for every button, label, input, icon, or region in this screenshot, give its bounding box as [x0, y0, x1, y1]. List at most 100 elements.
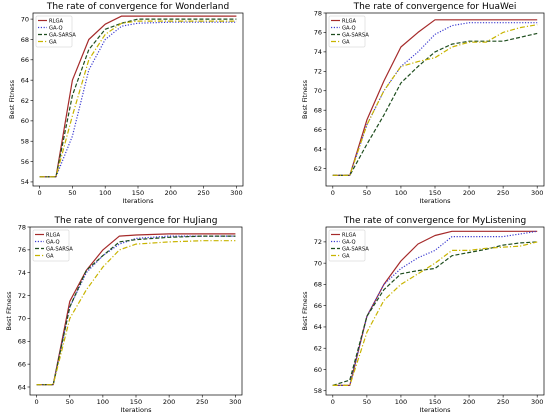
chart-title: The rate of convergence for HuaWei [353, 2, 517, 12]
y-tick-label: 60 [314, 366, 322, 374]
series-line-ga-sarsa [36, 235, 236, 386]
y-tick-label: 64 [314, 323, 322, 331]
y-tick-label: 62 [314, 345, 322, 353]
y-tick-label: 66 [18, 360, 26, 368]
legend-box [35, 15, 73, 48]
y-axis-label: Best Fitness [301, 79, 309, 119]
legend-entry: GA-Q [342, 25, 356, 31]
y-tick-label: 68 [18, 338, 26, 346]
x-tick-label: 300 [531, 398, 543, 406]
y-tick-label: 66 [314, 126, 322, 134]
chart-panel-mylistening: The rate of convergence for MyListening 0… [301, 216, 545, 414]
series-line-ga [332, 24, 538, 176]
y-tick-label: 56 [21, 158, 29, 166]
legend-entry: RLGA [46, 232, 61, 238]
series-line-ga-sarsa [332, 32, 538, 176]
x-tick-label: 200 [163, 398, 175, 406]
series-line-ga [39, 20, 237, 178]
y-tick-label: 64 [21, 76, 29, 84]
y-tick-label: 78 [18, 223, 26, 231]
x-tick-label: 150 [132, 189, 144, 197]
y-tick-label: 74 [314, 48, 322, 56]
legend-entry: RLGA [342, 18, 357, 24]
series-line-rlga [332, 19, 538, 176]
y-tick-label: 62 [21, 97, 29, 105]
x-tick-label: 300 [230, 189, 242, 197]
y-tick-label: 66 [314, 302, 322, 310]
x-axis-label: Iterations [123, 197, 155, 205]
y-tick-label: 78 [314, 9, 322, 17]
series-line-ga [332, 241, 538, 386]
y-tick-label: 60 [21, 117, 29, 125]
y-tick-label: 72 [314, 238, 322, 246]
legend-box [328, 229, 366, 262]
y-axis-label: Best Fitness [301, 291, 309, 331]
series-line-ga-q [39, 21, 237, 178]
y-tick-label: 70 [314, 259, 322, 267]
x-axis-label: Iterations [420, 197, 452, 205]
x-tick-label: 50 [68, 189, 76, 197]
x-tick-label: 150 [429, 398, 441, 406]
legend-entry: RLGA [342, 232, 357, 238]
x-tick-label: 250 [196, 398, 208, 406]
x-tick-label: 150 [130, 398, 142, 406]
y-tick-label: 68 [314, 281, 322, 289]
chart-title: The rate of convergence for Wonderland [46, 2, 229, 12]
y-tick-label: 66 [21, 56, 29, 64]
legend-entry: GA [46, 253, 54, 259]
y-tick-label: 74 [18, 269, 26, 277]
y-axis-label: Best Fitness [8, 79, 16, 119]
x-axis-label: Iterations [420, 406, 452, 414]
x-tick-label: 300 [229, 398, 241, 406]
series-line-ga-sarsa [39, 18, 237, 178]
x-tick-label: 300 [531, 189, 543, 197]
y-tick-label: 76 [314, 29, 322, 37]
y-tick-label: 62 [314, 165, 322, 173]
x-tick-label: 0 [331, 189, 335, 197]
y-tick-label: 54 [21, 178, 29, 186]
legend-entry: GA-Q [46, 239, 60, 245]
y-tick-label: 58 [314, 387, 322, 395]
x-tick-label: 250 [197, 189, 209, 197]
legend-entry: GA-SARSA [49, 32, 76, 38]
chart-panel-hujiang: The rate of convergence for HuJiang 0 50 10… [5, 216, 243, 414]
legend-entry: GA [342, 253, 350, 259]
legend-entry: GA-Q [342, 239, 356, 245]
y-tick-label: 64 [314, 145, 322, 153]
x-axis-label: Iterations [121, 406, 153, 414]
y-tick-label: 72 [314, 68, 322, 76]
series-line-ga-sarsa [332, 241, 538, 386]
y-tick-label: 70 [18, 315, 26, 323]
x-tick-label: 0 [331, 398, 335, 406]
x-tick-label: 100 [395, 398, 407, 406]
x-tick-label: 100 [97, 398, 109, 406]
legend-entry: RLGA [49, 18, 64, 24]
x-tick-label: 50 [363, 189, 371, 197]
legend-entry: GA-SARSA [342, 32, 369, 38]
x-tick-label: 50 [66, 398, 74, 406]
y-axis-label: Best Fitness [5, 291, 13, 331]
x-tick-label: 150 [429, 189, 441, 197]
x-tick-label: 0 [35, 398, 39, 406]
y-tick-label: 68 [21, 36, 29, 44]
legend-box [32, 229, 70, 262]
legend-entry: GA [49, 39, 57, 45]
y-tick-label: 58 [21, 138, 29, 146]
series-line-ga [36, 240, 236, 386]
x-tick-label: 250 [497, 398, 509, 406]
y-tick-label: 72 [18, 292, 26, 300]
x-tick-label: 100 [395, 189, 407, 197]
legend-entry: GA-Q [49, 25, 63, 31]
y-tick-label: 76 [18, 246, 26, 254]
x-tick-label: 250 [497, 189, 509, 197]
legend-box [328, 15, 366, 48]
legend-entry: GA [342, 39, 350, 45]
x-tick-label: 200 [463, 189, 475, 197]
y-tick-label: 70 [314, 87, 322, 95]
legend-entry: GA-SARSA [342, 246, 369, 252]
series-line-rlga [39, 15, 237, 178]
y-tick-label: 64 [18, 383, 26, 391]
x-tick-label: 200 [165, 189, 177, 197]
